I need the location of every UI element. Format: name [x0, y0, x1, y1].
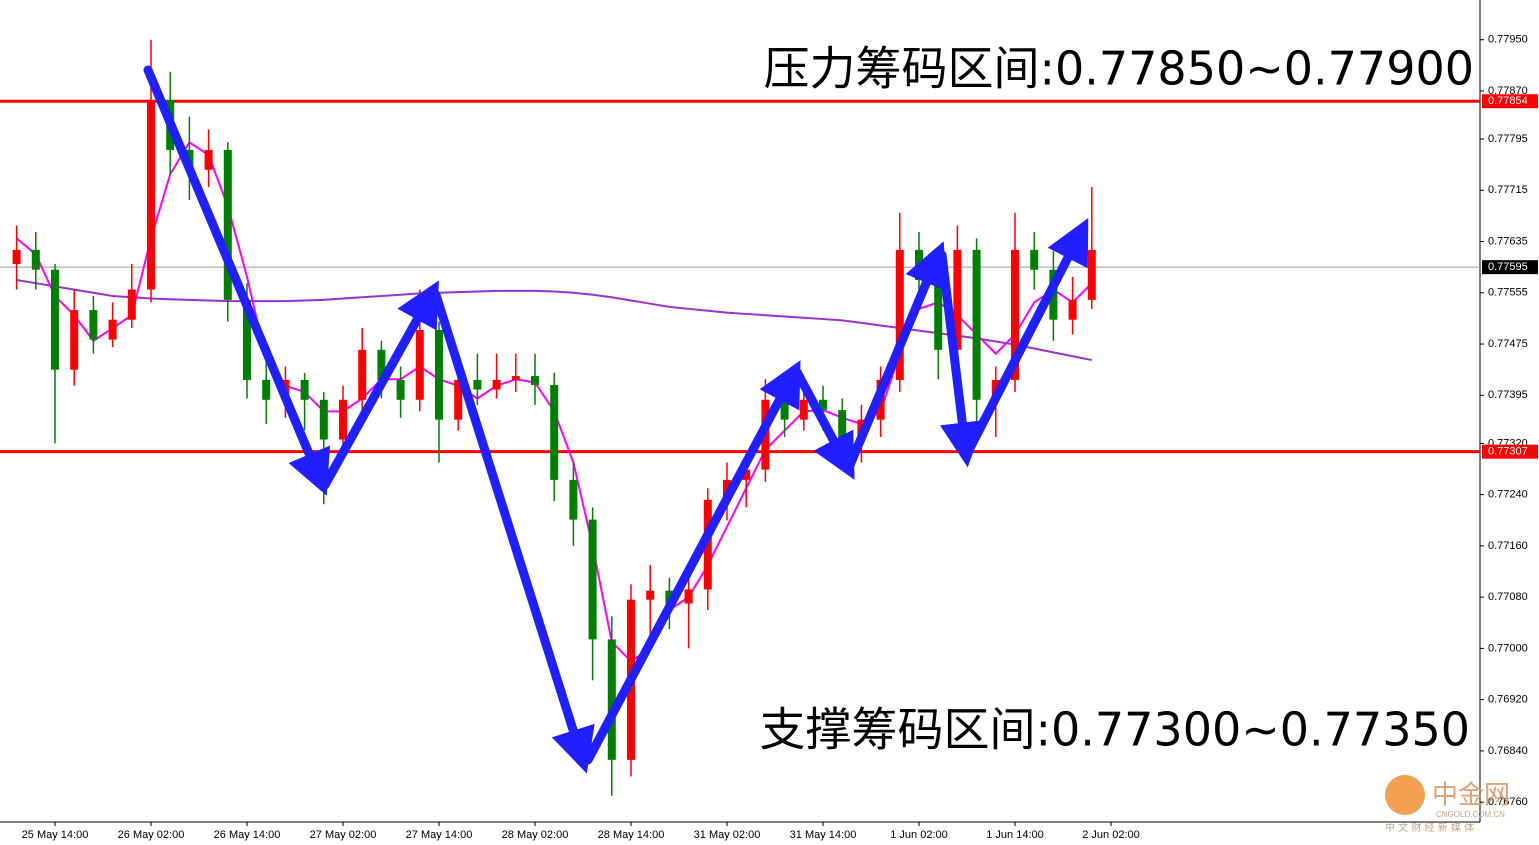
candle-body: [127, 289, 136, 320]
x-tick-label: 28 May 14:00: [598, 829, 665, 841]
arrow: [583, 360, 801, 765]
candle-body: [550, 385, 559, 480]
arrow: [143, 65, 331, 496]
y-tick-label: 0.77240: [1488, 489, 1528, 501]
candle-body: [742, 469, 751, 480]
candle-body: [953, 249, 962, 350]
candle-body: [204, 149, 213, 170]
price-tag: [1482, 260, 1538, 275]
arrow: [963, 217, 1089, 457]
candle-body: [838, 410, 847, 440]
candle-body: [1011, 249, 1019, 380]
candle-body: [300, 379, 309, 400]
x-tick-label: 2 Jun 02:00: [1082, 829, 1140, 841]
candle-body: [799, 399, 808, 420]
x-tick-label: 31 May 14:00: [790, 829, 857, 841]
candle-body: [435, 329, 443, 420]
candle-body: [339, 399, 347, 440]
candle-body: [934, 279, 943, 350]
candle-body: [243, 299, 251, 380]
y-tick-label: 0.76840: [1488, 745, 1528, 757]
candle-body: [1030, 249, 1039, 270]
candle-body: [1087, 249, 1096, 300]
candle-body: [262, 379, 271, 400]
y-tick-label: 0.77715: [1488, 184, 1528, 196]
x-tick-label: 1 Jun 14:00: [986, 829, 1044, 841]
candle-body: [703, 499, 712, 590]
x-tick-label: 26 May 02:00: [118, 829, 185, 841]
y-tick-label: 0.77080: [1488, 591, 1528, 603]
candle-body: [684, 589, 693, 604]
candle-body: [473, 379, 482, 390]
arrow: [431, 290, 595, 774]
candle-body: [588, 519, 597, 640]
candle-body: [511, 376, 520, 380]
arrow: [845, 241, 948, 470]
x-tick-label: 28 May 02:00: [502, 829, 569, 841]
candle-body: [31, 249, 40, 270]
arrow: [792, 367, 855, 480]
resistance-annotation: 压力筹码区间:0.77850~0.77900: [764, 42, 1474, 96]
x-tick-label: 31 May 02:00: [694, 829, 761, 841]
candle-body: [147, 99, 155, 290]
y-tick-label: 0.77395: [1488, 389, 1528, 401]
y-tick-label: 0.77475: [1488, 338, 1528, 350]
y-tick-label: 0.77950: [1488, 34, 1528, 46]
y-tick-label: 0.77795: [1488, 133, 1528, 145]
arrow: [937, 250, 985, 468]
candle-body: [377, 349, 386, 380]
y-tick-label: 0.77555: [1488, 287, 1528, 299]
watermark-name: 中金网: [1432, 781, 1510, 811]
price-tag: [1482, 94, 1538, 109]
candle-body: [223, 149, 232, 300]
y-tick-label: 0.76920: [1488, 694, 1528, 706]
candle-body: [454, 379, 463, 420]
watermark: 中金网 CNGOLD.COM.CN 中 文 财 经 新 媒 体: [1385, 775, 1510, 834]
indicator-line: [16, 278, 1092, 362]
candle-body: [1068, 299, 1077, 320]
x-tick-label: 25 May 14:00: [22, 829, 89, 841]
price-tag-label: 0.77307: [1488, 446, 1528, 458]
candle-body: [396, 379, 405, 400]
candle-body: [51, 269, 59, 370]
candle-body: [492, 379, 501, 390]
candle-body: [89, 310, 98, 340]
y-tick-label: 0.77635: [1488, 235, 1528, 247]
y-tick-label: 0.77160: [1488, 540, 1528, 552]
candle-body: [665, 590, 674, 604]
x-tick-label: 27 May 02:00: [310, 829, 377, 841]
candle-body: [646, 590, 655, 600]
price-tag-label: 0.77595: [1488, 261, 1528, 273]
candle-body: [607, 639, 616, 760]
candle-body: [319, 399, 328, 440]
support-annotation: 支撑筹码区间:0.77300~0.77350: [760, 703, 1470, 757]
price-tag-label: 0.77854: [1488, 95, 1528, 107]
watermark-slogan: 中 文 财 经 新 媒 体: [1385, 821, 1474, 834]
price-tag: [1482, 444, 1538, 459]
candle-body: [819, 399, 827, 411]
y-tick-label: 0.77870: [1488, 85, 1528, 97]
candle-body: [915, 249, 923, 280]
y-tick-label: 0.76760: [1488, 796, 1528, 808]
candle-body: [108, 319, 117, 340]
logo: [1385, 775, 1425, 815]
candle-body: [358, 349, 367, 400]
candle-body: [531, 376, 539, 386]
candle-body: [895, 249, 904, 380]
candle-body: [569, 479, 578, 520]
candle-body: [12, 249, 21, 264]
trend-arrows: [143, 65, 1089, 774]
x-tick-label: 26 May 14:00: [214, 829, 281, 841]
x-tick-label: 27 May 14:00: [406, 829, 473, 841]
watermark-site: CNGOLD.COM.CN: [1436, 810, 1505, 819]
candle-body: [415, 329, 424, 400]
x-tick-label: 1 Jun 02:00: [890, 829, 948, 841]
arrow: [320, 280, 439, 490]
y-tick-label: 0.77000: [1488, 642, 1528, 654]
candle-body: [70, 310, 79, 370]
candle-body: [972, 249, 981, 400]
